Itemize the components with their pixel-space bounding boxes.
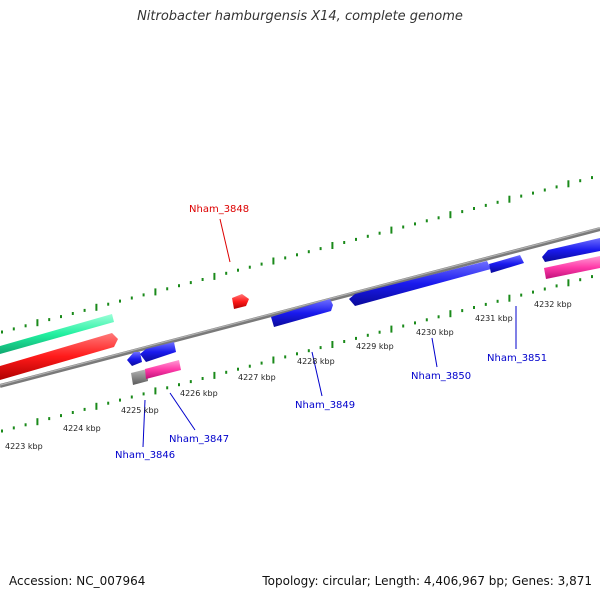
- feature-nham-3849: [271, 299, 333, 327]
- feature-nham-3850: [349, 261, 491, 306]
- feature-red-left: [0, 333, 118, 380]
- scale-label: 4225 kbp: [121, 406, 159, 415]
- gene-labels: Nham_3848 Nham_3846 Nham_3847 Nham_3849 …: [115, 204, 547, 461]
- scale-label: 4226 kbp: [180, 389, 218, 398]
- gene-label-nham-3851: Nham_3851: [487, 353, 547, 364]
- scale-label: 4231 kbp: [475, 314, 513, 323]
- gene-label-nham-3849: Nham_3849: [295, 400, 355, 411]
- leader-nham-3849: [311, 351, 323, 397]
- genome-summary-text: Topology: circular; Length: 4,406,967 bp…: [262, 574, 592, 588]
- label-leaders: [142, 218, 517, 448]
- upper-tick-track: [1, 176, 593, 334]
- gene-label-nham-3846: Nham_3846: [115, 450, 175, 461]
- scale-label: 4224 kbp: [63, 424, 101, 433]
- scale-label: 4227 kbp: [238, 373, 276, 382]
- scale-label: 4230 kbp: [416, 328, 454, 337]
- map-title: Nitrobacter hamburgensis X14, complete g…: [137, 9, 463, 24]
- leader-nham-3846: [142, 399, 146, 448]
- leader-nham-3850: [431, 337, 438, 368]
- lower-tick-track: [1, 275, 593, 433]
- backbone-highlight: [0, 227, 600, 386]
- feature-grey-rna: [131, 369, 148, 385]
- leader-nham-3847: [169, 392, 196, 431]
- feature-nham-3851: [489, 255, 524, 273]
- feature-pink-right: [544, 256, 600, 279]
- feature-nham-3848: [232, 294, 249, 309]
- accession-text: Accession: NC_007964: [9, 574, 146, 588]
- scale-label: 4223 kbp: [5, 442, 43, 451]
- genome-backbone: [0, 227, 600, 388]
- scale-label: 4228 kbp: [297, 357, 335, 366]
- scale-labels: 4223 kbp 4224 kbp 4225 kbp 4226 kbp 4227…: [5, 300, 572, 451]
- feature-pink-rna: [145, 360, 181, 379]
- gene-label-nham-3850: Nham_3850: [411, 371, 471, 382]
- feature-blue-right: [542, 238, 600, 262]
- scale-label: 4232 kbp: [534, 300, 572, 309]
- gene-label-nham-3848: Nham_3848: [189, 204, 249, 215]
- feature-teal: [0, 314, 114, 354]
- feature-nham-3846: [127, 352, 142, 366]
- leader-nham-3848: [219, 218, 231, 263]
- feature-nham-3847: [140, 342, 176, 362]
- gene-label-nham-3847: Nham_3847: [169, 434, 229, 445]
- scale-label: 4229 kbp: [356, 342, 394, 351]
- features: [0, 238, 600, 385]
